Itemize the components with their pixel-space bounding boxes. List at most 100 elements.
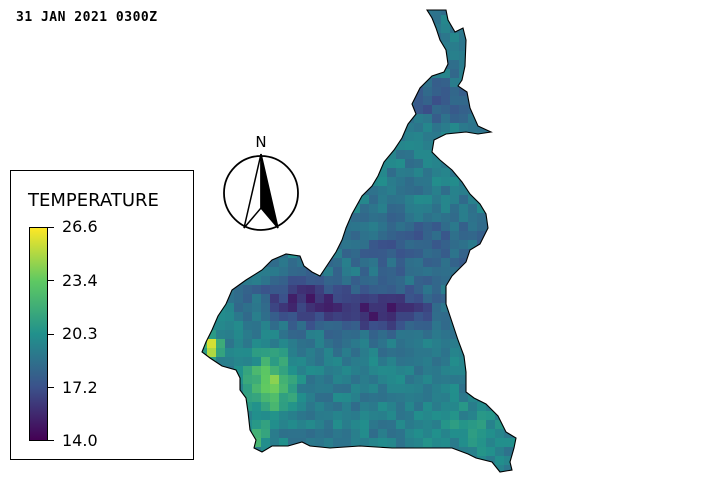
grid-cell — [297, 312, 307, 322]
grid-cell — [369, 114, 379, 124]
grid-cell — [450, 285, 460, 295]
grid-cell — [423, 159, 433, 169]
grid-cell — [333, 78, 343, 88]
grid-cell — [360, 195, 370, 205]
grid-cell — [504, 24, 514, 34]
grid-cell — [369, 87, 379, 97]
grid-cell — [279, 258, 289, 268]
grid-cell — [306, 78, 316, 88]
grid-cell — [297, 276, 307, 286]
grid-cell — [306, 330, 316, 340]
grid-cell — [387, 42, 397, 52]
grid-cell — [495, 96, 505, 106]
grid-cell — [351, 51, 361, 61]
grid-cell — [243, 321, 253, 331]
grid-cell — [333, 330, 343, 340]
grid-cell — [297, 429, 307, 439]
grid-cell — [432, 294, 442, 304]
colorbar-tick — [48, 280, 54, 281]
grid-cell — [306, 141, 316, 151]
grid-cell — [378, 87, 388, 97]
grid-cell — [297, 348, 307, 358]
grid-cell — [324, 438, 334, 448]
grid-cell — [513, 96, 516, 106]
grid-cell — [306, 168, 316, 178]
grid-cell — [396, 375, 406, 385]
grid-cell — [297, 474, 307, 480]
grid-cell — [432, 438, 442, 448]
grid-cell — [378, 258, 388, 268]
grid-cell — [477, 375, 487, 385]
grid-cell — [378, 105, 388, 115]
grid-cell — [270, 420, 280, 430]
grid-cell — [234, 474, 244, 480]
grid-cell — [423, 195, 433, 205]
grid-cell — [495, 87, 505, 97]
grid-cell — [342, 465, 352, 472]
grid-cell — [432, 159, 442, 169]
grid-cell — [324, 357, 334, 367]
grid-cell — [243, 330, 253, 340]
grid-cell — [486, 141, 496, 151]
grid-cell — [414, 132, 424, 142]
grid-cell — [279, 375, 289, 385]
grid-cell — [342, 366, 352, 376]
grid-cell — [486, 105, 496, 115]
grid-cell — [495, 222, 505, 232]
grid-cell — [477, 330, 487, 340]
grid-cell — [495, 303, 505, 313]
grid-cell — [297, 465, 307, 472]
grid-cell — [459, 411, 469, 421]
grid-cell — [288, 384, 298, 394]
grid-cell — [315, 303, 325, 313]
grid-cell — [351, 375, 361, 385]
grid-cell — [504, 447, 514, 457]
grid-cell — [216, 42, 226, 52]
grid-cell — [306, 33, 316, 43]
grid-cell — [333, 303, 343, 313]
grid-cell — [360, 249, 370, 259]
grid-cell — [387, 195, 397, 205]
grid-cell — [270, 456, 280, 466]
grid-cell — [369, 159, 379, 169]
grid-cell — [351, 420, 361, 430]
grid-cell — [459, 357, 469, 367]
grid-cell — [423, 456, 433, 466]
grid-cell — [288, 78, 298, 88]
grid-cell — [216, 330, 226, 340]
grid-cell — [243, 429, 253, 439]
grid-cell — [342, 51, 352, 61]
grid-cell — [306, 204, 316, 214]
grid-cell — [360, 348, 370, 358]
grid-cell — [306, 213, 316, 223]
grid-cell — [369, 312, 379, 322]
grid-cell — [225, 447, 235, 457]
grid-cell — [342, 123, 352, 133]
grid-cell — [207, 204, 217, 214]
grid-cell — [513, 24, 516, 34]
colorbar-tick-label: 26.6 — [62, 217, 98, 236]
grid-cell — [477, 258, 487, 268]
grid-cell — [216, 429, 226, 439]
grid-cell — [288, 267, 298, 277]
grid-cell — [459, 168, 469, 178]
grid-cell — [333, 60, 343, 70]
grid-cell — [202, 231, 208, 241]
grid-cell — [288, 240, 298, 250]
grid-cell — [333, 159, 343, 169]
grid-cell — [202, 186, 208, 196]
grid-cell — [279, 384, 289, 394]
grid-cell — [288, 33, 298, 43]
grid-cell — [351, 87, 361, 97]
grid-cell — [297, 10, 307, 16]
grid-cell — [387, 249, 397, 259]
grid-cell — [441, 357, 451, 367]
grid-cell — [306, 411, 316, 421]
grid-cell — [396, 411, 406, 421]
grid-cell — [513, 78, 516, 88]
grid-cell — [279, 114, 289, 124]
grid-cell — [450, 330, 460, 340]
grid-cell — [202, 294, 208, 304]
grid-cell — [504, 78, 514, 88]
grid-cell — [387, 60, 397, 70]
